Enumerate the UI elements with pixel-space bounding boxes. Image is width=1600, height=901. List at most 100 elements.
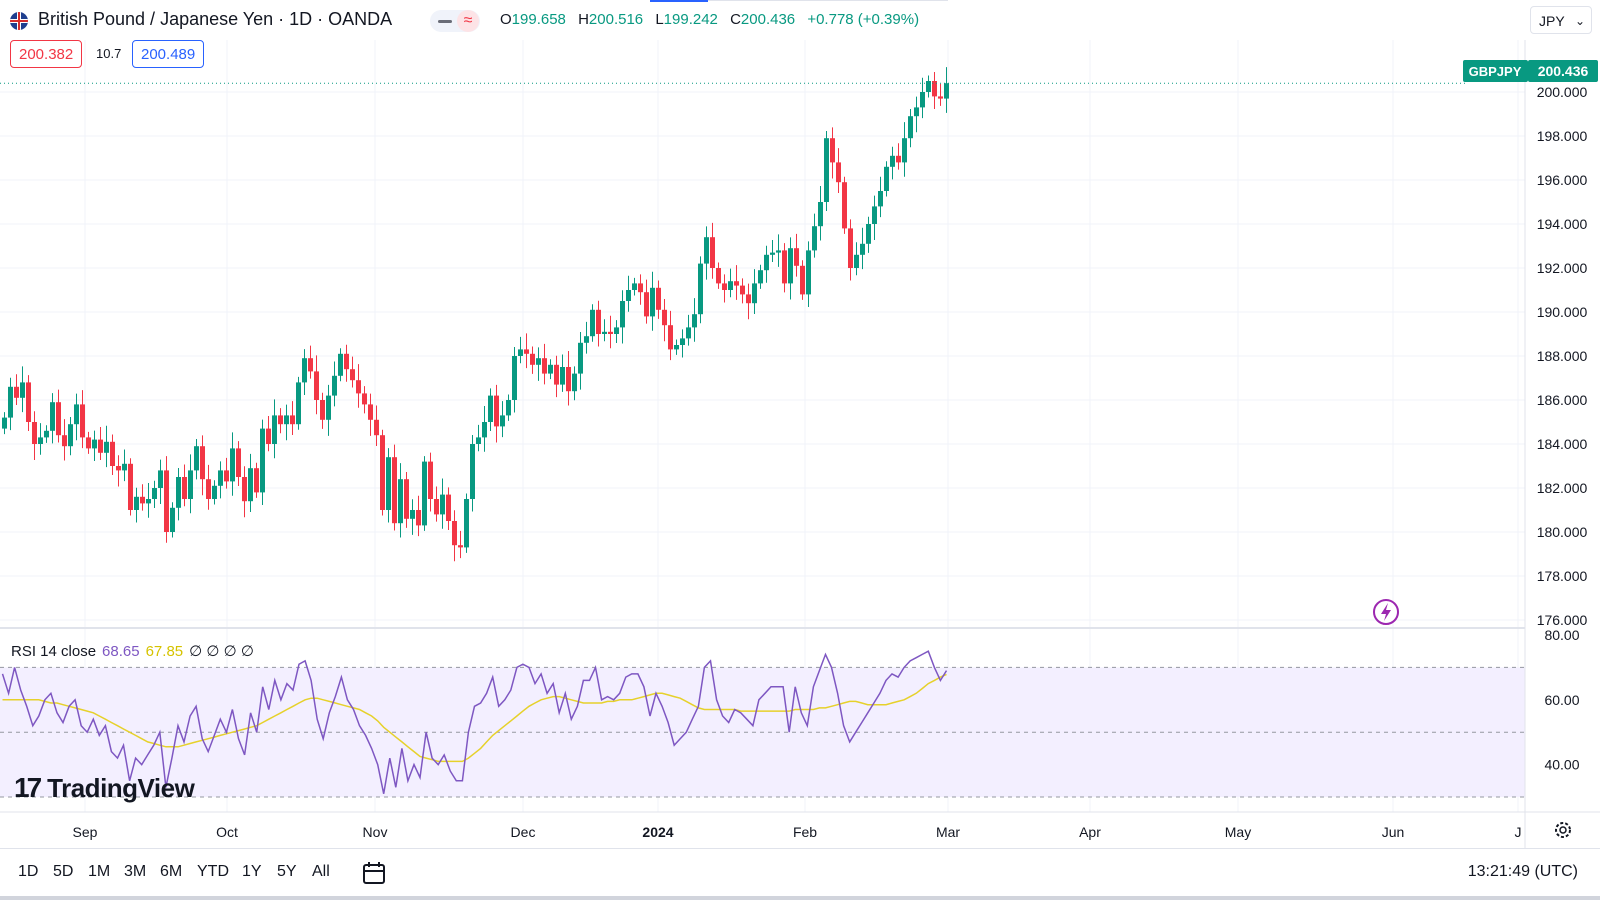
candle-body <box>128 463 133 510</box>
tradingview-logo-text: TradingView <box>47 773 195 803</box>
candle-body <box>2 417 7 429</box>
candle-body <box>716 268 721 284</box>
candle-body <box>722 283 727 290</box>
candle <box>146 482 151 518</box>
range-button-ytd[interactable]: YTD <box>197 863 229 880</box>
price-tick-label: 186.000 <box>1537 392 1588 408</box>
candle <box>596 300 601 347</box>
candle <box>614 320 619 344</box>
candle <box>890 146 895 180</box>
candle <box>908 108 913 148</box>
candle <box>926 75 931 98</box>
candle-body <box>872 206 877 224</box>
candle-body <box>26 382 31 422</box>
candle <box>392 444 397 531</box>
range-button-1m[interactable]: 1M <box>88 863 111 880</box>
candle <box>788 237 793 300</box>
candle-body <box>260 428 265 493</box>
candle <box>668 310 673 361</box>
candle-body <box>56 402 61 436</box>
market-status-pill[interactable]: ≈ <box>430 10 480 32</box>
candle <box>842 176 847 234</box>
range-button-1y[interactable]: 1Y <box>242 863 262 880</box>
rsi-level-lines <box>0 666 1525 798</box>
candle <box>386 448 391 523</box>
buy-button[interactable]: 200.489 <box>132 40 205 68</box>
candle <box>242 466 247 518</box>
candle-body <box>878 191 883 207</box>
clock[interactable]: 13:21:49 (UTC) <box>1467 863 1578 880</box>
candle <box>2 412 7 435</box>
candle-body <box>866 224 871 244</box>
candle-body <box>356 380 361 394</box>
price-tick-label: 182.000 <box>1537 480 1588 496</box>
price-tick-label: 196.000 <box>1537 172 1588 188</box>
price-tick-label: 190.000 <box>1537 304 1588 320</box>
currency-select[interactable]: JPY ⌄ <box>1530 6 1592 34</box>
candle-body <box>416 510 421 526</box>
candle-body <box>230 448 235 482</box>
candle-body <box>728 281 733 290</box>
candle <box>104 425 109 468</box>
candle <box>608 315 613 349</box>
candle-body <box>710 237 715 268</box>
candle-body <box>308 358 313 372</box>
settings-gear-icon[interactable] <box>1555 822 1571 838</box>
price-tick-label: 176.000 <box>1537 612 1588 628</box>
lightning-icon[interactable] <box>1373 599 1399 625</box>
candle-body <box>938 96 943 99</box>
rsi-path <box>1 650 948 794</box>
time-tick-label: Mar <box>936 824 960 840</box>
candle-body <box>134 496 139 510</box>
candle <box>848 219 853 281</box>
candle <box>14 374 19 406</box>
candle <box>830 127 835 179</box>
candle <box>722 274 727 303</box>
candle <box>326 384 331 436</box>
range-button-5y[interactable]: 5Y <box>277 863 297 880</box>
candle <box>26 375 31 432</box>
candle-body <box>932 81 937 97</box>
candle-body <box>638 283 643 293</box>
candle-body <box>734 281 739 286</box>
time-axis[interactable]: Sep Oct Nov Dec 2024 Feb Mar Apr May Jun J <box>73 824 1522 840</box>
range-button-5d[interactable]: 5D <box>53 863 74 880</box>
chevron-down-icon: ⌄ <box>1574 14 1585 28</box>
calendar-icon[interactable] <box>362 861 386 885</box>
candle-body <box>92 439 97 449</box>
candle <box>62 419 67 461</box>
candle <box>824 130 829 212</box>
candle-body <box>554 364 559 385</box>
candle-body <box>884 166 889 191</box>
candle-body <box>188 470 193 499</box>
candle <box>266 416 271 452</box>
candle-body <box>254 468 259 493</box>
candle <box>698 256 703 324</box>
candle <box>50 393 55 444</box>
bottom-strip <box>0 896 1600 900</box>
candle-body <box>770 252 775 255</box>
candle-body <box>944 83 949 99</box>
candle-body <box>476 437 481 444</box>
price-axis[interactable]: 200.000 198.000 196.000 194.000 192.000 190.0… <box>1537 84 1588 628</box>
price-tick-label: 188.000 <box>1537 348 1588 364</box>
candle <box>212 480 217 505</box>
candle-body <box>542 358 547 374</box>
candle <box>272 399 277 459</box>
sell-button[interactable]: 200.382 <box>10 40 83 68</box>
candle <box>812 213 817 258</box>
candle-body <box>428 461 433 499</box>
candle <box>770 240 775 263</box>
range-button-6m[interactable]: 6M <box>160 863 183 880</box>
range-button-3m[interactable]: 3M <box>124 863 147 880</box>
candle-body <box>344 353 349 370</box>
chart-area[interactable]: 200.000 198.000 196.000 194.000 192.000 190.0… <box>0 0 1600 848</box>
candle <box>800 260 805 300</box>
candle <box>626 275 631 312</box>
candle <box>902 122 907 177</box>
price-tick-label: 200.000 <box>1537 84 1588 100</box>
symbol-title[interactable]: British Pound / Japanese Yen · 1D · OAND… <box>38 9 393 29</box>
range-button-all[interactable]: All <box>312 863 330 880</box>
range-button-1d[interactable]: 1D <box>18 863 39 880</box>
rsi-axis[interactable]: 80.00 60.00 40.00 <box>1544 627 1579 773</box>
